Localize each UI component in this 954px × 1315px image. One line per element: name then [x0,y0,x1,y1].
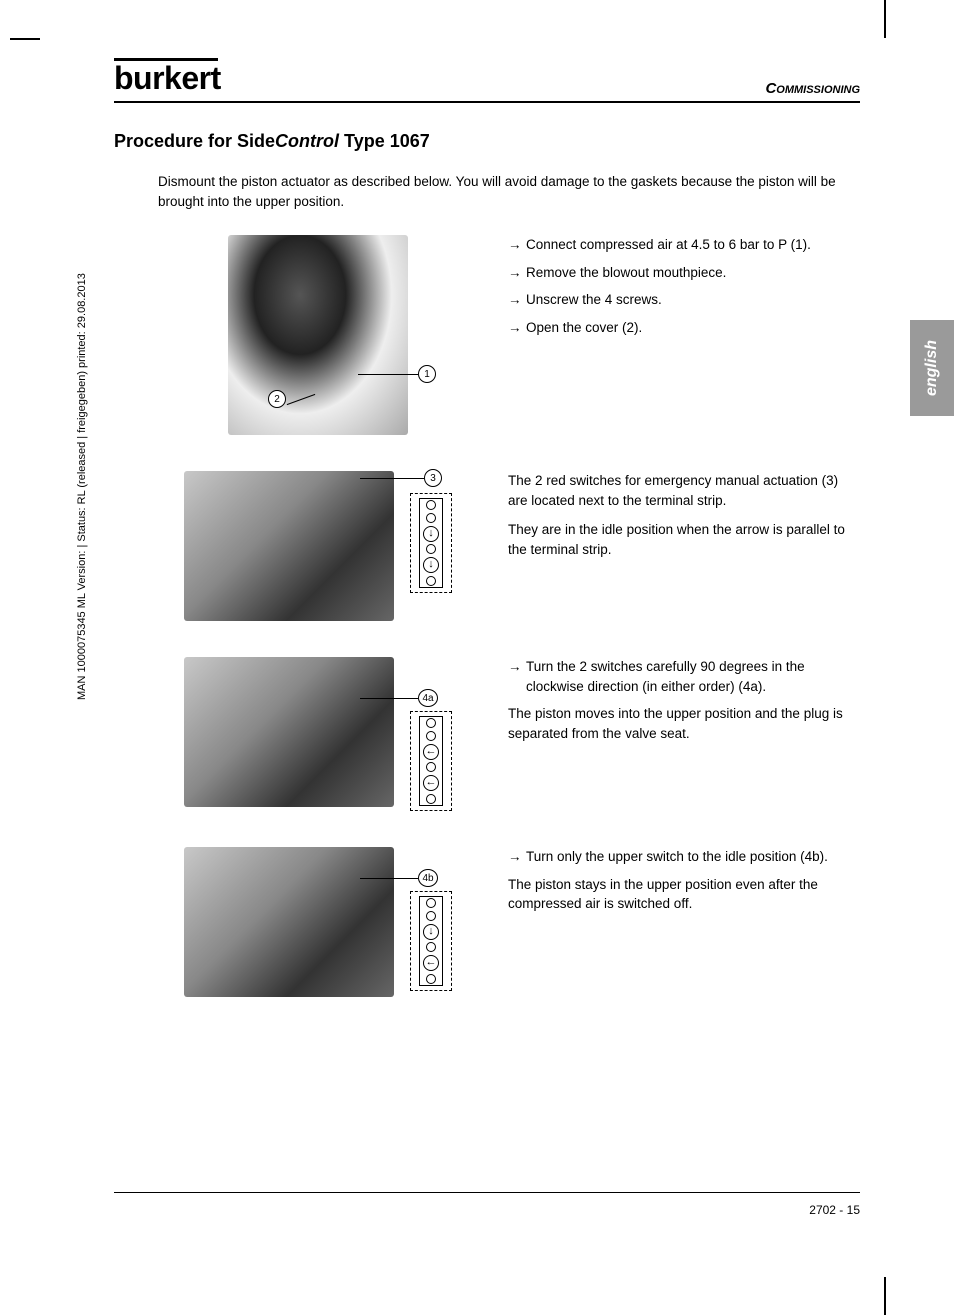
callout-1: 1 [418,365,436,383]
step-item: Connect compressed air at 4.5 to 6 bar t… [508,235,860,255]
page-footer: 2702 - 15 [114,1192,860,1217]
callout-4a: 4a [418,689,438,707]
crop-mark [10,38,40,40]
step-item: Unscrew the 4 screws. [508,290,860,310]
procedure-title: Procedure for SideControl Type 1067 [114,131,860,152]
pcb-photo-idle [184,847,394,997]
step-3: 4a ← ← Turn the 2 swi [158,657,860,811]
callout-2: 2 [268,390,286,408]
paragraph: The piston moves into the upper position… [508,704,860,743]
step-item: Turn only the upper switch to the idle p… [508,847,860,867]
paragraph: The piston stays in the upper position e… [508,875,860,914]
step-item: Open the cover (2). [508,318,860,338]
actuator-photo [228,235,408,435]
step-2-text: The 2 red switches for emergency manual … [508,471,860,621]
pcb-photo [184,471,394,621]
page-number: 2702 - 15 [809,1203,860,1217]
step-1: 1 2 Connect compressed air at 4.5 to 6 b… [158,235,860,435]
step-2-figure: 3 ↓ ↓ [158,471,478,621]
step-4-figure: 4b ↓ ← [158,847,478,997]
switch-diagram: ← ← [410,711,452,811]
header-section-title: Commissioning [765,80,860,97]
step-item: Turn the 2 switches carefully 90 degrees… [508,657,860,696]
step-item: Remove the blowout mouthpiece. [508,263,860,283]
step-3-text: Turn the 2 switches carefully 90 degrees… [508,657,860,811]
step-1-text: Connect compressed air at 4.5 to 6 bar t… [508,235,860,435]
document-meta-sidebar: MAN 1000075345 ML Version: | Status: RL … [76,273,88,700]
paragraph: The 2 red switches for emergency manual … [508,471,860,510]
crop-mark [884,0,886,38]
language-label: english [923,340,941,396]
crop-mark [884,1277,886,1315]
step-4-text: Turn only the upper switch to the idle p… [508,847,860,997]
step-4: 4b ↓ ← Turn only the [158,847,860,997]
step-3-figure: 4a ← ← [158,657,478,811]
intro-paragraph: Dismount the piston actuator as describe… [158,172,860,211]
callout-4b: 4b [418,869,438,887]
language-tab: english [910,320,954,416]
pcb-photo-turn [184,657,394,807]
paragraph: They are in the idle position when the a… [508,520,860,559]
page-header: burkert Commissioning [114,60,860,103]
callout-3: 3 [424,469,442,487]
step-1-figure: 1 2 [158,235,478,435]
burkert-logo: burkert [114,60,221,97]
switch-diagram: ↓ ↓ [410,493,452,593]
step-2: 3 ↓ ↓ The 2 red switc [158,471,860,621]
switch-diagram: ↓ ← [410,891,452,991]
page-content: burkert Commissioning Procedure for Side… [114,60,860,1033]
